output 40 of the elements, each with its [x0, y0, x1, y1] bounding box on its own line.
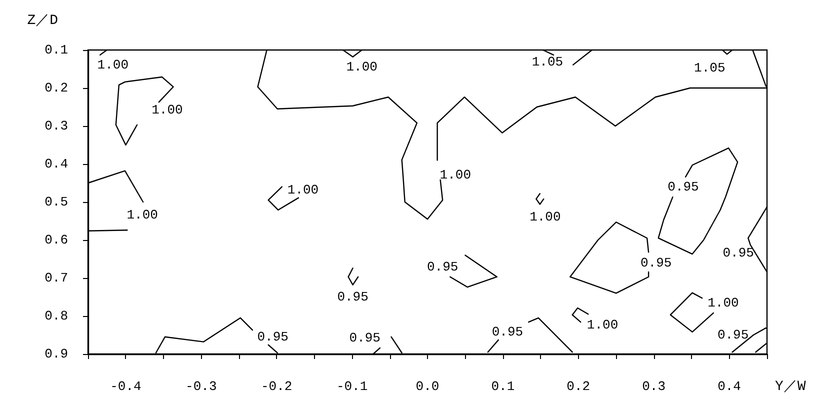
- y-tick-label: 0.5: [44, 194, 68, 210]
- x-tick-label: 0.3: [642, 379, 666, 394]
- x-tick-label: -0.2: [261, 379, 292, 394]
- x-tick-label: 0.4: [718, 379, 742, 394]
- annotation: 0.95: [722, 245, 754, 260]
- x-tick-label: 0.2: [566, 379, 590, 394]
- annotation: 1.00: [152, 102, 183, 118]
- annotation: 1.00: [440, 168, 472, 183]
- y-tick-label: 0.8: [44, 308, 68, 324]
- annotation: 0.95: [717, 328, 749, 342]
- annotation: 0.95: [668, 179, 699, 194]
- annotation: 0.95: [492, 324, 524, 340]
- annotation: 0.95: [337, 290, 368, 304]
- y-tick-label: 0.2: [44, 80, 68, 96]
- y-tick-label: 0.3: [44, 118, 68, 134]
- x-tick-label: 0.1: [491, 379, 515, 394]
- annotation: 1.00: [708, 296, 739, 311]
- annotation: 1.00: [126, 207, 158, 222]
- annotation: 0.95: [257, 329, 288, 344]
- y-axis-title: Z／D: [27, 13, 58, 29]
- annotation: 0.95: [426, 259, 458, 274]
- y-tick-label: 0.1: [44, 42, 68, 58]
- annotation: 1.00: [287, 182, 319, 198]
- x-tick-label: -0.3: [186, 379, 217, 394]
- annotation: 0.95: [640, 255, 672, 270]
- annotation: 1.00: [586, 318, 618, 333]
- y-tick-label: 0.6: [44, 232, 68, 248]
- x-tick-label: 0.0: [416, 379, 440, 394]
- annotation: 1.00: [530, 209, 561, 224]
- annotation: 1.05: [694, 60, 726, 76]
- annotation: 1.00: [346, 60, 378, 75]
- annotation: 1.05: [532, 54, 564, 70]
- x-tick-label: -0.4: [110, 379, 142, 394]
- annotation: 0.95: [349, 330, 380, 346]
- x-tick-label: -0.1: [336, 379, 368, 394]
- annotation: 1.00: [97, 57, 129, 72]
- x-axis-title: Y／W: [775, 379, 806, 395]
- y-tick-label: 0.7: [44, 270, 68, 286]
- y-tick-label: 0.4: [44, 156, 68, 172]
- y-tick-label: 0.9: [44, 346, 68, 362]
